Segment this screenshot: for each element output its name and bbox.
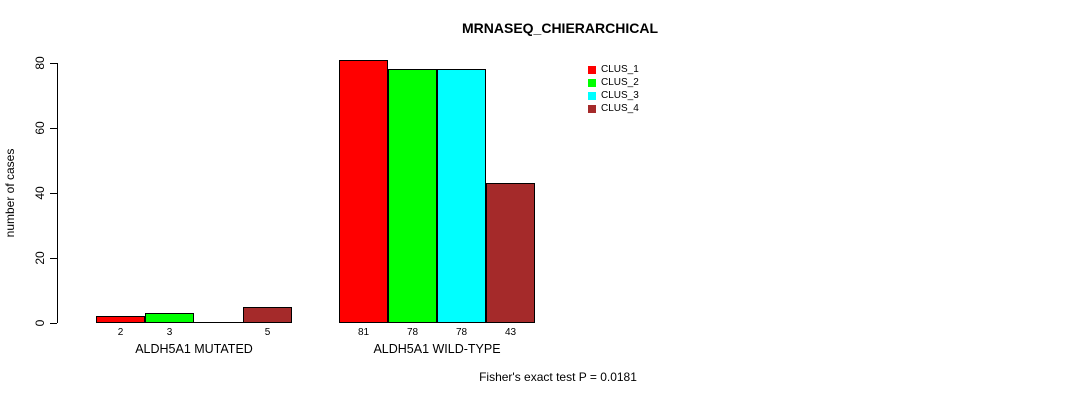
y-tick-mark <box>50 128 57 129</box>
bar-clus_3-zero <box>194 322 243 323</box>
y-tick-label: 40 <box>33 186 47 200</box>
legend-item-clus_3: CLUS_3 <box>588 89 639 102</box>
legend-label: CLUS_3 <box>601 89 639 101</box>
legend-item-clus_2: CLUS_2 <box>588 76 639 89</box>
y-tick-mark <box>50 63 57 64</box>
bar-value-label: 3 <box>166 327 173 338</box>
bar-clus_4 <box>486 183 535 323</box>
bar-value-label: 5 <box>264 327 271 338</box>
bar-clus_1 <box>96 316 145 323</box>
y-tick-label: 0 <box>33 319 47 327</box>
bar-clus_3 <box>437 69 486 323</box>
category-label-wildtype: ALDH5A1 WILD-TYPE <box>373 342 501 356</box>
legend-swatch-icon <box>588 91 596 100</box>
legend-swatch-icon <box>588 104 596 113</box>
y-axis-line <box>57 63 58 323</box>
y-axis-label: number of cases <box>3 148 17 238</box>
bar-value-label: 78 <box>455 327 468 338</box>
category-label-mutated: ALDH5A1 MUTATED <box>135 342 253 356</box>
legend-item-clus_4: CLUS_4 <box>588 102 639 115</box>
bar-clus_1 <box>339 60 388 323</box>
bar-clus_4 <box>243 307 292 323</box>
legend-label: CLUS_1 <box>601 63 639 75</box>
y-tick-mark <box>50 258 57 259</box>
y-tick-label: 60 <box>33 121 47 135</box>
y-tick-label: 80 <box>33 56 47 70</box>
y-tick-label: 20 <box>33 251 47 265</box>
bar-value-label: 2 <box>117 327 124 338</box>
annotation-text: Fisher's exact test P = 0.0181 <box>479 370 637 384</box>
chart-title: MRNASEQ_CHIERARCHICAL <box>461 20 659 36</box>
bar-value-label: 81 <box>357 327 370 338</box>
bar-clus_2 <box>388 69 437 323</box>
y-tick-mark <box>50 323 57 324</box>
bar-clus_2 <box>145 313 194 323</box>
bar-value-label: 43 <box>504 327 517 338</box>
bar-value-label: 78 <box>406 327 419 338</box>
legend-swatch-icon <box>588 65 596 74</box>
y-tick-mark <box>50 193 57 194</box>
legend-swatch-icon <box>588 78 596 87</box>
legend-label: CLUS_4 <box>601 102 639 114</box>
legend-item-clus_1: CLUS_1 <box>588 63 639 76</box>
legend-label: CLUS_2 <box>601 76 639 88</box>
